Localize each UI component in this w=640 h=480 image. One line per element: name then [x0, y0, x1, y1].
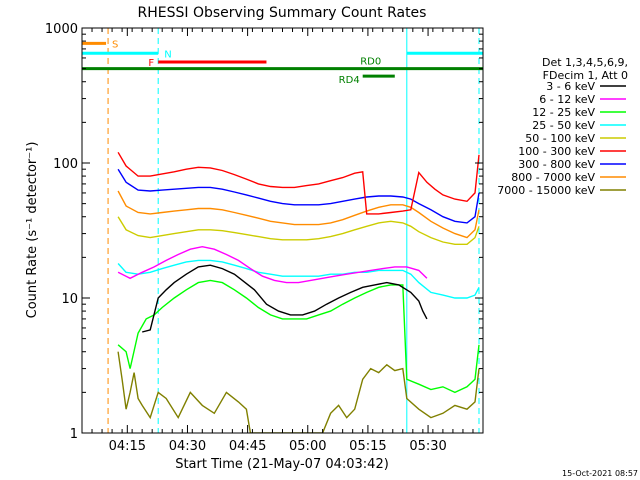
legend-header-line: Det 1,3,4,5,6,9, — [542, 56, 628, 69]
legend-entry-label: 7000 - 15000 keV — [497, 184, 595, 197]
x-tick-label: 04:30 — [169, 439, 206, 454]
series-line — [117, 245, 428, 284]
state-label-rd4: RD4 — [339, 75, 360, 86]
state-label-f: F — [148, 58, 154, 69]
state-label-rd0: RD0 — [360, 57, 381, 68]
state-label-n: N — [164, 49, 171, 60]
series-line — [117, 216, 480, 246]
legend-entry-label: 12 - 25 keV — [532, 106, 595, 119]
legend-entry-label: 100 - 300 keV — [518, 145, 595, 158]
x-axis-label: Start Time (21-May-07 04:03:42) — [175, 457, 389, 472]
y-tick-label: 1 — [70, 427, 78, 442]
x-tick-label: 04:15 — [109, 439, 146, 454]
legend-entry-label: 800 - 7000 keV — [511, 171, 595, 184]
timestamp: 15-Oct-2021 08:57 — [562, 469, 638, 478]
x-tick-label: 05:15 — [349, 439, 386, 454]
series-line — [117, 151, 480, 215]
state-label-s: S — [112, 39, 118, 50]
x-tick-label: 05:00 — [289, 439, 326, 454]
legend: Det 1,3,4,5,6,9,FDecim 1, Att 03 - 6 keV… — [497, 56, 628, 197]
y-tick-label: 100 — [53, 157, 78, 172]
legend-entry-label: 50 - 100 keV — [525, 132, 595, 145]
legend-entry-label: 300 - 800 keV — [518, 158, 595, 171]
y-axis-label: Count Rate (s⁻¹ detector⁻¹) — [25, 142, 40, 319]
legend-header-line: FDecim 1, Att 0 — [543, 69, 628, 82]
series-line — [117, 351, 480, 433]
legend-entry-label: 3 - 6 keV — [546, 80, 595, 93]
series-line — [117, 190, 480, 239]
series-line — [117, 259, 480, 299]
series-line — [142, 264, 428, 333]
legend-entry-label: 6 - 12 keV — [539, 93, 595, 106]
series-line — [117, 279, 480, 394]
series-line — [117, 168, 480, 224]
x-tick-label: 05:30 — [409, 439, 446, 454]
x-tick-label: 04:45 — [229, 439, 266, 454]
y-tick-label: 10 — [61, 292, 78, 307]
y-tick-label: 1000 — [45, 22, 78, 37]
legend-entry-label: 25 - 50 keV — [532, 119, 595, 132]
chart-title: RHESSI Observing Summary Count Rates — [138, 5, 427, 21]
